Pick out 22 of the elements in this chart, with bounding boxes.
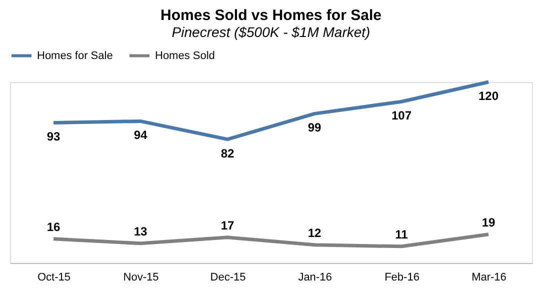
- legend-label: Homes for Sale: [37, 50, 113, 62]
- data-label: 19: [482, 215, 496, 230]
- data-label: 99: [308, 120, 322, 135]
- chart-title: Homes Sold vs Homes for Sale: [160, 7, 382, 24]
- data-label: 17: [220, 218, 234, 232]
- data-label: 94: [134, 128, 148, 142]
- legend-label: Homes Sold: [155, 50, 215, 62]
- data-label: 12: [308, 226, 322, 240]
- x-tick-label: Oct-15: [37, 272, 71, 284]
- data-label: 93: [46, 130, 60, 144]
- x-tick-label: Mar-16: [472, 272, 506, 284]
- chart-subtitle: Pinecrest ($500K - $1M Market): [172, 24, 370, 40]
- data-label: 16: [46, 220, 60, 234]
- x-tick-label: Nov-15: [123, 272, 159, 284]
- data-label: 120: [478, 89, 499, 103]
- data-label: 11: [395, 227, 408, 242]
- data-label: 82: [220, 146, 234, 160]
- x-tick-label: Dec-15: [210, 272, 246, 284]
- x-tick-label: Jan-16: [298, 272, 332, 284]
- x-tick-label: Feb-16: [384, 272, 420, 284]
- data-label: 13: [134, 224, 148, 238]
- data-label: 107: [391, 108, 412, 123]
